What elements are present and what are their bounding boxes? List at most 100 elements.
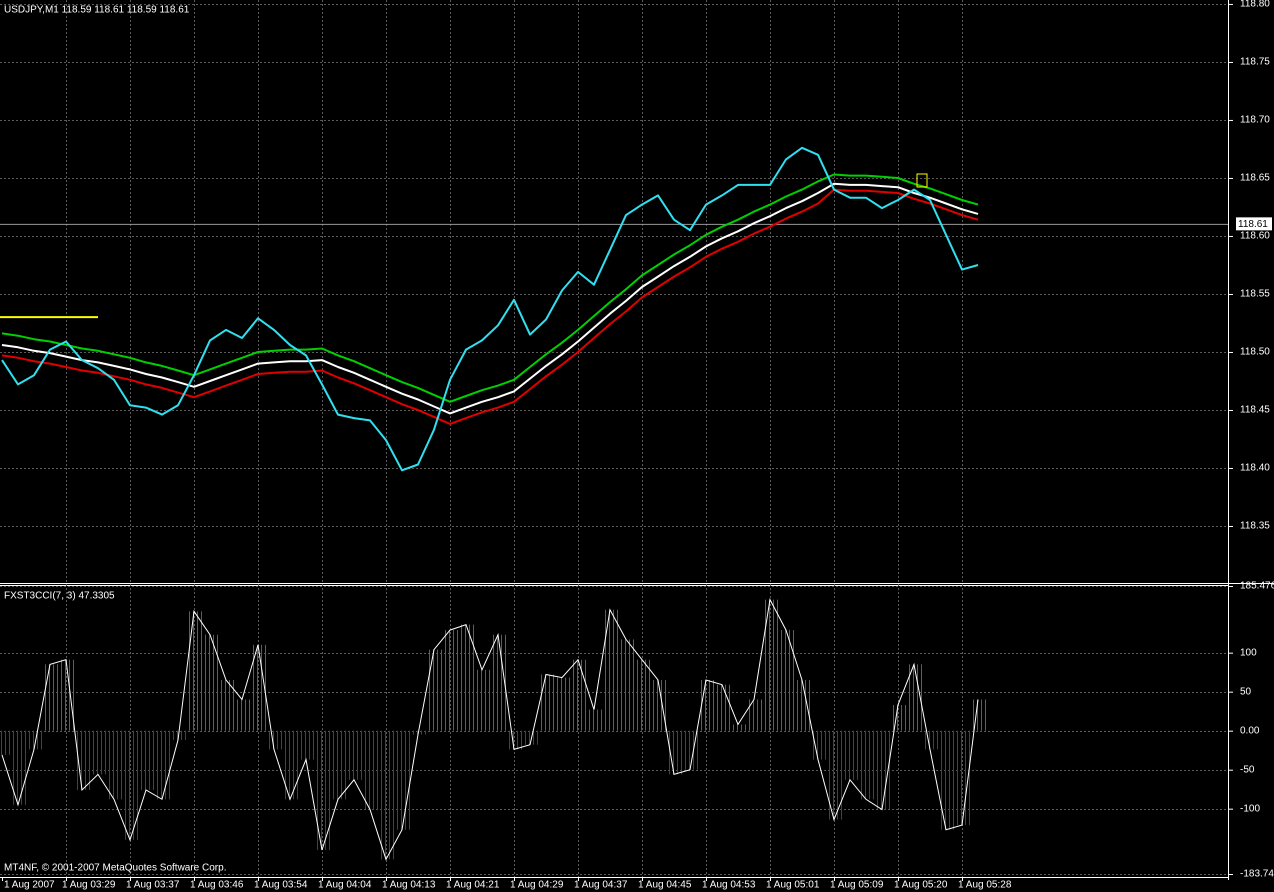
histogram-bar	[874, 730, 890, 810]
histogram-bar	[10, 730, 26, 805]
y-tick-label: 118.50	[1240, 347, 1270, 358]
histogram-bar	[650, 679, 666, 731]
histogram-bar	[58, 659, 74, 731]
chart-title: USDJPY,M1 118.59 118.61 118.59 118.61	[4, 5, 190, 16]
y-tick-label: -183.744	[1240, 869, 1274, 880]
histogram-bar	[794, 679, 810, 731]
histogram-bar	[234, 699, 250, 731]
histogram-bar	[250, 644, 266, 731]
histogram-bar	[682, 730, 698, 770]
histogram-bar	[826, 730, 842, 820]
histogram-bar	[26, 730, 42, 750]
histogram-bar	[714, 684, 730, 731]
y-tick-label: 100	[1240, 647, 1257, 658]
histogram-bar	[154, 730, 170, 800]
histogram-bar	[666, 730, 682, 775]
histogram-bar	[890, 704, 906, 731]
x-tick-label: 1 Aug 04:04	[318, 880, 372, 891]
x-tick-label: 1 Aug 04:13	[382, 880, 436, 891]
x-tick-label: 1 Aug 05:28	[958, 880, 1012, 891]
histogram-bar	[938, 730, 954, 830]
histogram-bar	[90, 730, 106, 775]
x-tick-label: 1 Aug 03:37	[126, 880, 180, 891]
histogram-bar	[330, 730, 346, 800]
indicator-title: FXST3CCI(7, 3) 47.3305	[4, 591, 115, 602]
histogram-bar	[426, 649, 442, 731]
series-line	[1, 188, 979, 425]
histogram-bar	[0, 730, 10, 755]
signal-marker	[916, 173, 928, 188]
y-tick-label: 118.60	[1240, 231, 1270, 242]
histogram-bar	[506, 730, 522, 750]
histogram-bar	[778, 630, 794, 731]
histogram-bar	[490, 634, 506, 731]
price-panel	[0, 146, 1228, 472]
last-price-label: 118.61	[1238, 219, 1268, 230]
histogram-bar	[138, 730, 154, 790]
histogram-bar	[618, 639, 634, 731]
histogram-bar	[458, 624, 474, 731]
x-tick-label: 1 Aug 04:21	[446, 880, 500, 891]
histogram-bar	[362, 730, 378, 810]
y-tick-label: 118.55	[1240, 289, 1270, 300]
histogram-bar	[282, 730, 298, 800]
histogram-bar	[586, 709, 602, 731]
histogram-bar	[810, 730, 826, 760]
histogram-bar	[394, 730, 410, 830]
indicator-line	[1, 598, 979, 861]
series-line	[1, 182, 979, 415]
y-tick-label: 50	[1240, 686, 1252, 697]
histogram-bar	[570, 659, 586, 731]
histogram-bar	[970, 699, 986, 731]
last-price-box	[1236, 217, 1272, 231]
histogram-bar	[42, 664, 58, 731]
footer: MT4NF, © 2001-2007 MetaQuotes Software C…	[4, 863, 226, 874]
y-tick-label: 118.35	[1240, 521, 1270, 532]
y-tick-label: -100	[1240, 803, 1260, 814]
histogram-bar	[858, 730, 874, 800]
series-line	[1, 146, 979, 472]
x-tick-label: 1 Aug 03:46	[190, 880, 244, 891]
histogram-bar	[106, 730, 122, 800]
y-tick-label: 118.70	[1240, 115, 1270, 126]
histogram-bar	[202, 634, 218, 731]
y-tick-label: -50	[1240, 764, 1255, 775]
histogram-bar	[842, 730, 858, 780]
histogram-bar	[762, 599, 778, 731]
x-tick-label: 1 Aug 04:29	[510, 880, 564, 891]
histogram-bar	[954, 730, 970, 826]
y-tick-label: 185.476	[1240, 581, 1274, 592]
series-line	[1, 173, 979, 403]
histogram-bar	[442, 630, 458, 731]
x-tick-label: 1 Aug 04:45	[638, 880, 692, 891]
histogram-bar	[218, 679, 234, 731]
y-tick-label: 0.00	[1240, 725, 1260, 736]
histogram-bar	[538, 674, 554, 731]
histogram-bar	[906, 664, 922, 731]
histogram-bar	[74, 730, 90, 790]
histogram-bar	[186, 611, 202, 731]
x-tick-label: 1 Aug 03:29	[62, 880, 116, 891]
x-tick-label: 1 Aug 2007	[4, 880, 55, 891]
y-tick-label: 118.80	[1240, 0, 1270, 10]
histogram-bar	[554, 677, 570, 731]
y-tick-label: 118.45	[1240, 405, 1270, 416]
histogram-bar	[378, 730, 394, 860]
x-tick-label: 1 Aug 03:54	[254, 880, 308, 891]
histogram-bar	[698, 679, 714, 731]
histogram-bar	[634, 659, 650, 731]
y-tick-label: 118.75	[1240, 57, 1270, 68]
histogram-bar	[346, 730, 362, 780]
histogram-bar	[730, 724, 746, 731]
x-tick-label: 1 Aug 04:53	[702, 880, 756, 891]
histogram-bar	[602, 609, 618, 731]
histogram-bar	[266, 730, 282, 750]
x-tick-label: 1 Aug 04:37	[574, 880, 628, 891]
histogram-bar	[746, 699, 762, 731]
y-tick-label: 118.40	[1240, 463, 1270, 474]
x-tick-label: 1 Aug 05:20	[894, 880, 948, 891]
histogram-bar	[122, 730, 138, 840]
indicator-panel	[0, 598, 986, 861]
